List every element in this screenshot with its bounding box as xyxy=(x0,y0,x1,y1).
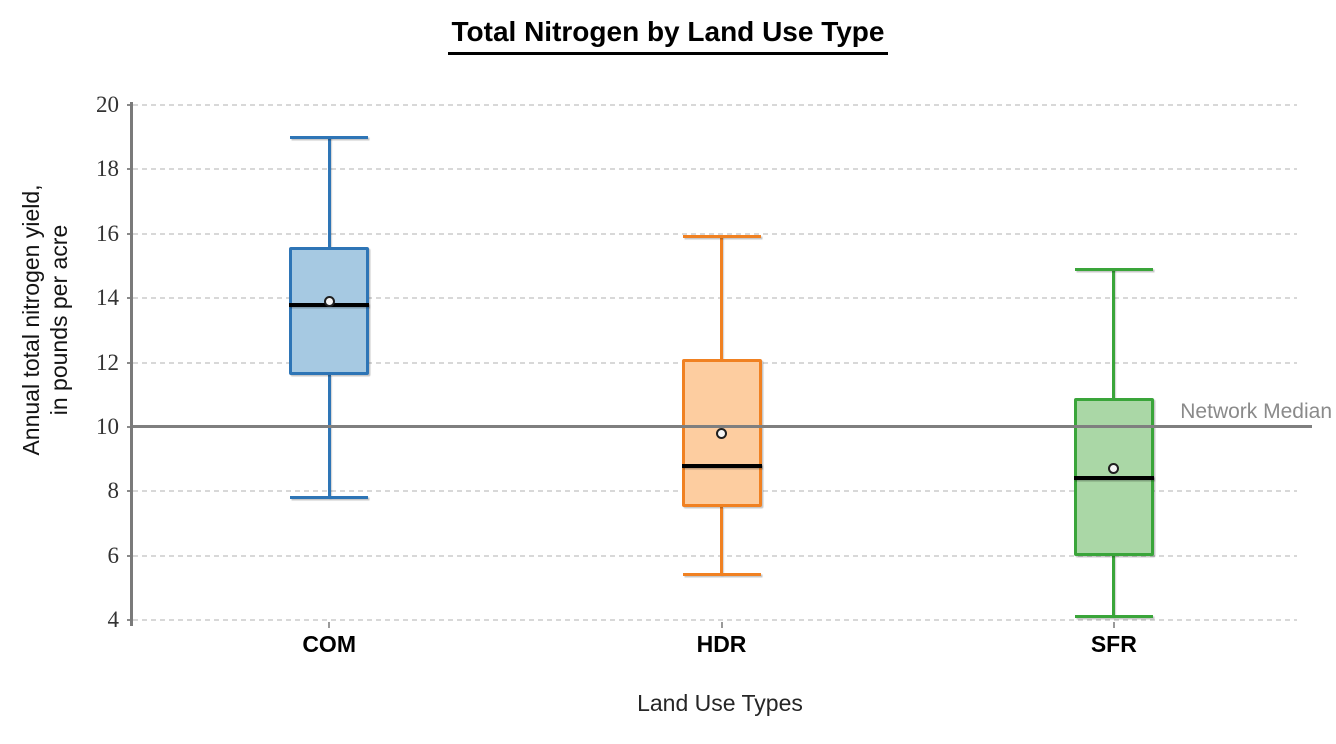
whisker-stem-lower xyxy=(1112,555,1116,617)
y-gridline xyxy=(133,104,1297,106)
y-tick-label: 8 xyxy=(107,478,120,504)
whisker-stem-lower xyxy=(720,507,723,575)
median-line xyxy=(1073,476,1154,481)
y-tick-label: 20 xyxy=(96,92,119,117)
median-line xyxy=(681,463,762,468)
y-gridline xyxy=(133,619,1297,621)
x-category-label: SFR xyxy=(1090,631,1137,657)
x-tick-mark xyxy=(720,622,723,628)
x-axis-title: Land Use Types xyxy=(637,690,803,716)
whisker-cap-high xyxy=(682,235,761,239)
whisker-cap-low xyxy=(1074,615,1153,619)
y-tick-label: 18 xyxy=(96,156,119,182)
y-tick-label: 14 xyxy=(96,285,119,311)
whisker-cap-high xyxy=(1074,267,1153,271)
iqr-box-com xyxy=(289,246,370,376)
y-axis-line xyxy=(130,102,133,626)
whisker-stem-upper xyxy=(327,137,331,247)
y-gridline xyxy=(133,232,1297,235)
whisker-stem-upper xyxy=(1112,269,1116,398)
y-tick-label: 10 xyxy=(96,413,119,439)
x-tick-mark xyxy=(1112,622,1115,628)
reference-line xyxy=(133,425,1312,429)
x-tick-mark xyxy=(328,622,331,628)
chart-title-text: Total Nitrogen by Land Use Type xyxy=(448,16,888,55)
whisker-stem-lower xyxy=(327,375,331,498)
y-gridline xyxy=(133,554,1297,557)
chart-title: Total Nitrogen by Land Use Type xyxy=(0,16,1336,55)
x-category-label: HDR xyxy=(696,631,747,657)
whisker-cap-low xyxy=(682,573,761,577)
x-category-label: COM xyxy=(302,631,356,657)
y-tick-label: 16 xyxy=(96,220,119,246)
mean-marker xyxy=(716,427,727,439)
y-tick-label: 4 xyxy=(107,607,120,632)
y-gridline xyxy=(133,168,1297,171)
mean-marker xyxy=(323,295,335,307)
reference-line-label: Network Median xyxy=(1180,399,1332,423)
whisker-cap-high xyxy=(290,135,369,139)
y-gridline xyxy=(133,297,1297,300)
mean-marker xyxy=(1108,463,1120,475)
y-tick-label: 12 xyxy=(96,349,119,375)
whisker-stem-upper xyxy=(720,236,723,360)
y-tick-label: 6 xyxy=(107,542,120,568)
whisker-cap-low xyxy=(290,496,369,500)
